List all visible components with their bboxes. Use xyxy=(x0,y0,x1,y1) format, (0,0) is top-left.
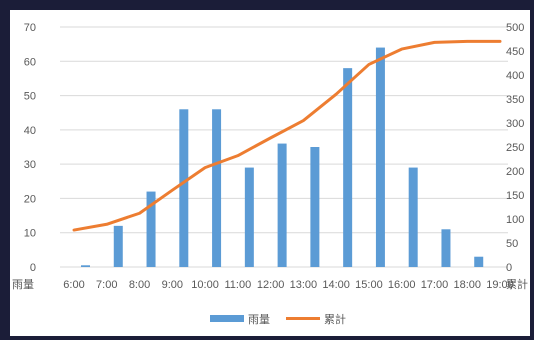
x-tick-label: 15:00 xyxy=(355,279,383,291)
rainfall-bars xyxy=(81,47,484,268)
right-axis-label: 累計 xyxy=(506,277,528,291)
x-tick-label: 17:00 xyxy=(421,279,449,291)
right-tick-label: 50 xyxy=(506,238,518,250)
rainfall-bar xyxy=(474,256,484,267)
legend-label-rainfall: 雨量 xyxy=(248,313,270,326)
rainfall-bar xyxy=(277,143,287,267)
right-tick-label: 150 xyxy=(506,190,524,202)
left-axis-ticks: 0 10 20 30 40 50 60 70 xyxy=(24,22,36,274)
rainfall-bar xyxy=(212,109,222,268)
cumulative-line xyxy=(72,39,502,232)
right-tick-label: 350 xyxy=(506,94,524,106)
rainfall-bar xyxy=(244,167,254,267)
left-tick-label: 50 xyxy=(24,91,36,103)
left-axis-label: 雨量 xyxy=(12,278,34,291)
right-axis-ticks: 0 50 100 150 200 250 300 350 400 450 500 xyxy=(506,22,524,274)
rainfall-bar xyxy=(343,68,353,267)
right-tick-label: 500 xyxy=(506,22,524,34)
rainfall-bar xyxy=(375,47,385,268)
rainfall-bar xyxy=(441,229,451,267)
chart-panel: 0 10 20 30 40 50 60 70 0 50 100 150 200 250 300 350 400… xyxy=(10,10,530,336)
x-axis-ticks: 6:00 7:00 8:00 9:00 10:00 11:00 12:00 13:00 14:0… xyxy=(63,279,513,291)
x-tick-label: 11:00 xyxy=(224,279,251,291)
x-tick-label: 19:00 xyxy=(486,279,514,291)
x-tick-label: 9:00 xyxy=(162,279,183,291)
right-tick-label: 100 xyxy=(506,214,524,226)
x-tick-label: 18:00 xyxy=(453,279,481,291)
rainfall-bar xyxy=(310,147,320,267)
x-tick-label: 16:00 xyxy=(388,279,416,291)
x-tick-label: 13:00 xyxy=(290,279,318,291)
cumulative-line-group xyxy=(72,39,502,232)
left-tick-label: 60 xyxy=(24,56,36,68)
x-tick-label: 10:00 xyxy=(191,279,219,291)
x-tick-label: 6:00 xyxy=(63,279,84,291)
rainfall-chart: 0 10 20 30 40 50 60 70 0 50 100 150 200 250 300 350 400… xyxy=(12,22,528,326)
left-tick-label: 10 xyxy=(24,228,36,240)
left-tick-label: 70 xyxy=(24,22,36,34)
legend-label-cumulative: 累計 xyxy=(324,312,346,326)
left-tick-label: 0 xyxy=(30,262,36,274)
right-tick-label: 400 xyxy=(506,70,524,82)
legend: 雨量 累計 xyxy=(210,312,346,326)
right-tick-label: 200 xyxy=(506,166,524,178)
left-tick-label: 30 xyxy=(24,159,36,171)
right-tick-label: 300 xyxy=(506,118,524,130)
left-tick-label: 20 xyxy=(24,193,36,205)
right-tick-label: 0 xyxy=(506,262,512,274)
x-tick-label: 7:00 xyxy=(96,279,117,291)
rainfall-bar xyxy=(81,265,90,267)
rainfall-bar xyxy=(113,225,123,267)
legend-swatch-rainfall xyxy=(210,315,244,322)
rainfall-bar xyxy=(146,191,156,267)
x-tick-label: 12:00 xyxy=(257,279,285,291)
rainfall-bar xyxy=(408,167,418,267)
x-tick-label: 14:00 xyxy=(322,279,350,291)
right-tick-label: 250 xyxy=(506,142,524,154)
right-tick-label: 450 xyxy=(506,46,524,58)
x-tick-label: 8:00 xyxy=(129,279,150,291)
rainfall-bar xyxy=(179,109,189,268)
left-tick-label: 40 xyxy=(24,125,36,137)
